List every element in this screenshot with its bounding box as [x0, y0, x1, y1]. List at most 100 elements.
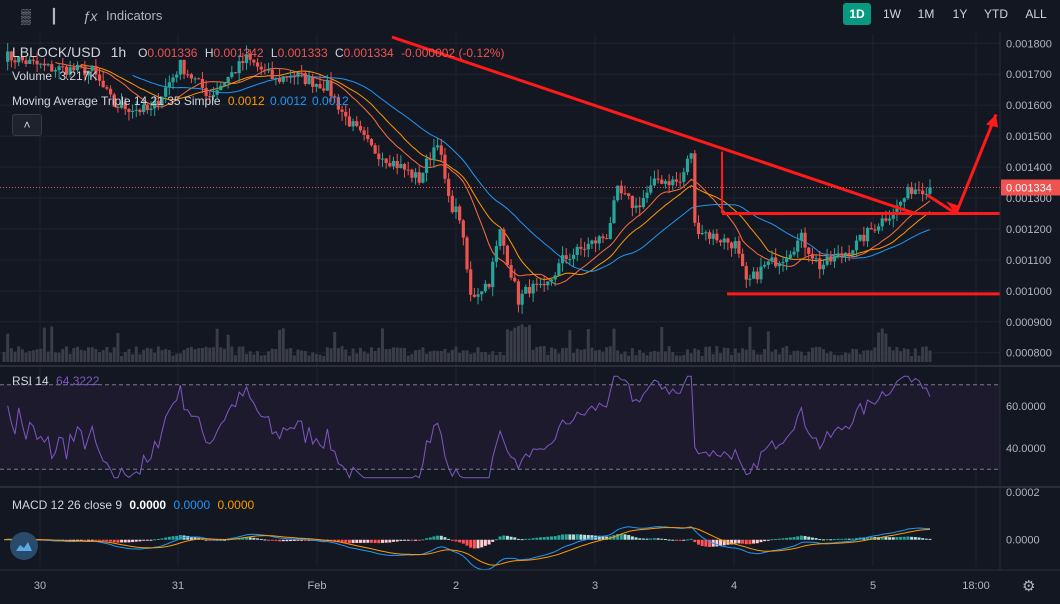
- candle-body: [373, 145, 377, 154]
- volume-bar: [693, 348, 697, 362]
- volume-bar: [855, 349, 859, 362]
- macd-histogram-bar: [785, 537, 789, 540]
- breakout-arrowhead: [986, 114, 998, 128]
- macd-histogram-bar: [741, 539, 745, 544]
- volume-value: 3.217K: [59, 69, 98, 83]
- candle-body: [24, 60, 28, 64]
- macd-histogram-bar: [752, 539, 756, 544]
- collapse-legend-button[interactable]: ˄: [12, 114, 42, 136]
- macd-histogram-bar: [590, 535, 594, 540]
- macd-histogram-bar: [601, 536, 605, 540]
- candle-body: [906, 187, 910, 199]
- range-all-button[interactable]: ALL: [1025, 7, 1047, 21]
- volume-label[interactable]: Volume: [12, 69, 53, 83]
- macd-histogram-bar: [498, 536, 502, 540]
- volume-bar: [145, 347, 149, 362]
- candle-body: [222, 83, 227, 86]
- low-label: L: [270, 46, 278, 60]
- candle-body: [737, 241, 741, 254]
- candle-body: [755, 271, 759, 280]
- signal-line: [3, 527, 931, 566]
- range-1w-button[interactable]: 1W: [883, 7, 901, 21]
- macd-histogram-bar: [472, 539, 476, 549]
- price-tick-label: 0.000900: [1006, 317, 1052, 329]
- volume-bar: [568, 330, 572, 362]
- volume-bar: [421, 347, 425, 362]
- rsi-tick-label: 40.0000: [1006, 443, 1046, 455]
- candles-icon[interactable]: ┃: [49, 8, 59, 24]
- volume-bar: [917, 355, 921, 362]
- candle-body: [891, 213, 895, 219]
- axes: 0.001800 0.001700 0.001600 0.001500 0.001400…: [0, 32, 1060, 592]
- candle-body: [189, 74, 194, 79]
- symbol-name[interactable]: LBLOCK/USD: [12, 44, 101, 60]
- candle-body: [384, 158, 388, 164]
- volume-bar: [101, 350, 105, 362]
- candle-body: [586, 243, 590, 250]
- settings-gear-icon[interactable]: ⚙: [1022, 578, 1036, 595]
- volume-bar: [189, 346, 193, 362]
- candle-body: [208, 96, 212, 98]
- candle-body: [72, 67, 76, 71]
- price-tick-label: 0.001400: [1006, 162, 1052, 174]
- macd-histogram-bar: [597, 535, 601, 540]
- range-ytd-button[interactable]: YTD: [984, 7, 1008, 21]
- candle-body: [674, 179, 679, 182]
- candle-body: [292, 76, 296, 78]
- macd-histogram-bar: [895, 537, 899, 540]
- candle-body: [656, 178, 660, 180]
- candle-body: [869, 228, 873, 230]
- candle-body: [542, 283, 546, 286]
- macd-histogram-bar: [656, 538, 660, 540]
- volume-bar: [895, 347, 899, 362]
- line-chart-icon[interactable]: ▒: [21, 8, 31, 24]
- price-tick-label: 0.001300: [1006, 193, 1052, 205]
- volume-bar: [373, 351, 377, 362]
- volume-bar: [336, 348, 340, 362]
- app-logo[interactable]: [10, 532, 38, 560]
- candle-body: [307, 76, 311, 84]
- macd-histogram-bar: [380, 539, 384, 543]
- candle-body: [13, 60, 17, 63]
- candle-body: [424, 158, 429, 173]
- candle-body: [689, 153, 693, 159]
- volume-bar: [109, 352, 113, 362]
- volume-bar: [351, 348, 355, 362]
- candle-body: [814, 258, 818, 260]
- macd-label[interactable]: MACD 12 26 close 9: [12, 498, 123, 512]
- macd-histogram-bar: [924, 538, 928, 540]
- volume-bar: [524, 327, 528, 362]
- macd-histogram-bar: [884, 537, 888, 540]
- range-1y-button[interactable]: 1Y: [952, 7, 968, 21]
- candle-body: [277, 77, 282, 82]
- open-label: O: [138, 46, 148, 60]
- candle-body: [186, 74, 190, 76]
- price-tick-label: 0.001800: [1006, 38, 1052, 50]
- candle-body: [854, 240, 859, 251]
- macd-histogram-bar: [616, 533, 620, 540]
- candle-body: [744, 266, 748, 280]
- rsi-label[interactable]: RSI 14: [12, 374, 49, 388]
- macd-histogram-bar: [645, 538, 649, 540]
- range-1m-button[interactable]: 1M: [917, 7, 935, 21]
- macd-histogram-bar: [825, 539, 829, 541]
- pullback-arrowhead: [946, 201, 958, 214]
- volume-bar: [663, 351, 667, 362]
- volume-bar: [75, 346, 79, 362]
- indicators-button[interactable]: Indicators: [106, 8, 163, 23]
- candle-body: [436, 145, 440, 148]
- time-tick-label: 30: [34, 580, 46, 592]
- volume-bar: [186, 347, 190, 362]
- ma-label[interactable]: Moving Average Triple 14 21 35 Simple: [12, 94, 221, 108]
- indicators-fx-icon[interactable]: ƒx: [82, 8, 98, 24]
- volume-bar: [704, 346, 708, 362]
- volume-bar: [730, 354, 734, 362]
- range-1d-button[interactable]: 1D: [843, 3, 871, 25]
- rsi-tick-label: 60.0000: [1006, 401, 1046, 413]
- volume-legend: Volume 3.217K: [12, 69, 97, 83]
- candle-body: [494, 246, 498, 262]
- candle-body: [46, 64, 50, 66]
- candle-body: [450, 195, 454, 213]
- candle-body: [652, 178, 657, 186]
